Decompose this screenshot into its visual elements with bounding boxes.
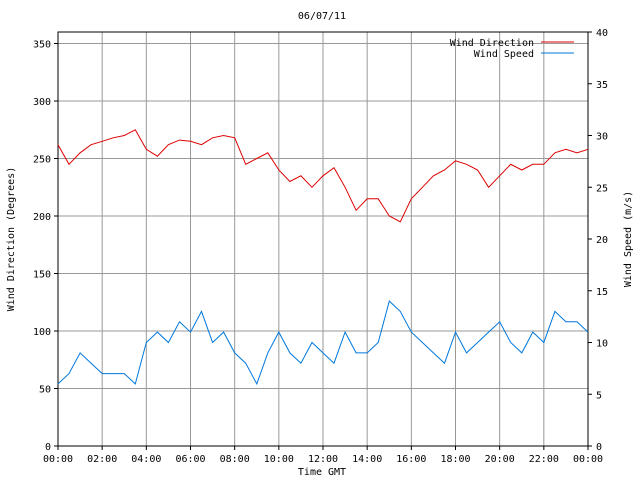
left-tick-label: 100 (33, 327, 51, 338)
right-tick-label: 5 (596, 390, 602, 401)
x-tick-label: 10:00 (264, 454, 294, 465)
right-tick-label: 20 (596, 235, 608, 246)
left-tick-label: 0 (45, 442, 51, 453)
right-tick-label: 40 (596, 28, 608, 39)
grid (58, 32, 588, 446)
x-tick-label: 08:00 (220, 454, 250, 465)
x-axis-label: Time GMT (298, 467, 346, 478)
x-tick-label: 22:00 (529, 454, 559, 465)
right-y-axis: 0 5 10 15 20 25 30 35 40 (588, 28, 608, 453)
right-tick-label: 10 (596, 339, 608, 350)
x-tick-label: 18:00 (440, 454, 470, 465)
x-axis: 00:00 02:00 04:00 06:00 08:00 10:00 12:00 14:00… (43, 446, 603, 465)
x-tick-label: 20:00 (485, 454, 515, 465)
right-tick-label: 35 (596, 80, 608, 91)
x-tick-label: 06:00 (175, 454, 205, 465)
left-y-axis: 0 50 100 150 200 250 300 350 (33, 40, 58, 453)
x-tick-label: 00:00 (43, 454, 73, 465)
x-tick-label: 02:00 (87, 454, 117, 465)
right-tick-label: 0 (596, 442, 602, 453)
series-line (57, 129, 589, 223)
left-tick-label: 350 (33, 40, 51, 51)
left-tick-label: 150 (33, 270, 51, 281)
right-y-axis-label: Wind Speed (m/s) (623, 191, 634, 287)
series-layer (57, 129, 589, 386)
left-tick-label: 300 (33, 97, 51, 108)
legend-label: Wind Speed (474, 49, 534, 60)
x-tick-label: 12:00 (308, 454, 338, 465)
right-tick-label: 30 (596, 132, 608, 143)
x-tick-label: 00:00 (573, 454, 603, 465)
chart-title: 06/07/11 (298, 11, 346, 22)
x-tick-label: 14:00 (352, 454, 382, 465)
left-tick-label: 200 (33, 212, 51, 223)
left-tick-label: 250 (33, 155, 51, 166)
left-y-axis-label: Wind Direction (Degrees) (6, 167, 17, 312)
x-tick-label: 04:00 (131, 454, 161, 465)
legend-label: Wind Direction (450, 38, 534, 49)
right-tick-label: 25 (596, 183, 608, 194)
right-tick-label: 15 (596, 287, 608, 298)
x-tick-label: 16:00 (396, 454, 426, 465)
series-line (57, 300, 589, 386)
left-tick-label: 50 (39, 385, 51, 396)
